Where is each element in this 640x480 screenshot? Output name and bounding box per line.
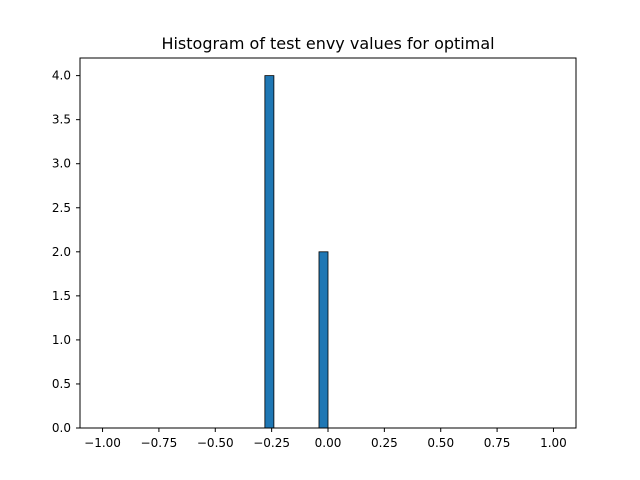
y-tick-label: 1.5 [52, 289, 71, 303]
y-tick-label: 3.0 [52, 157, 71, 171]
chart-title: Histogram of test envy values for optima… [161, 34, 494, 53]
x-tick-label: 1.00 [540, 436, 567, 450]
y-axis: 0.0 0.5 1.0 1.5 2.0 2.5 3.0 3.5 4.0 [52, 69, 80, 435]
y-tick-label: 4.0 [52, 69, 71, 83]
x-tick-label: 0.00 [315, 436, 342, 450]
y-tick-label: 0.0 [52, 421, 71, 435]
y-tick-label: 2.5 [52, 201, 71, 215]
x-tick-label: −0.75 [141, 436, 178, 450]
y-tick-label: 1.0 [52, 333, 71, 347]
y-tick-label: 0.5 [52, 377, 71, 391]
histogram-bar-2 [318, 251, 329, 429]
x-tick-label: 0.25 [371, 436, 398, 450]
histogram-bar-1 [264, 75, 275, 429]
y-tick-label: 2.0 [52, 245, 71, 259]
y-tick-label: 3.5 [52, 113, 71, 127]
x-tick-label: −0.50 [197, 436, 234, 450]
x-tick-label: −0.25 [253, 436, 290, 450]
x-tick-label: −1.00 [84, 436, 121, 450]
bars-group [264, 75, 329, 429]
x-tick-label: 0.50 [427, 436, 454, 450]
plot-frame [79, 57, 577, 429]
x-tick-label: 0.75 [484, 436, 511, 450]
x-axis: −1.00 −0.75 −0.50 −0.25 0.00 0.25 0.50 0.75 1.00 [84, 428, 567, 450]
